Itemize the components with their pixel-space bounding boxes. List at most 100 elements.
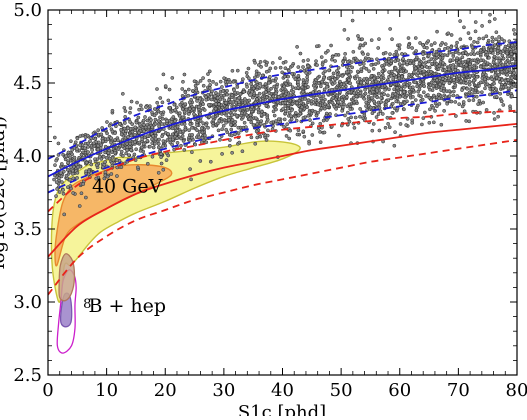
scatter-point <box>288 82 293 87</box>
scatter-point <box>331 71 336 76</box>
scatter-point <box>113 150 117 155</box>
scatter-point <box>57 190 62 194</box>
scatter-point <box>448 58 453 63</box>
scatter-point <box>180 87 185 91</box>
scatter-point <box>296 85 301 90</box>
scatter-point <box>273 66 278 70</box>
scatter-point <box>322 75 326 80</box>
scatter-point <box>258 134 263 139</box>
scatter-point <box>282 117 287 122</box>
scatter-point <box>422 72 426 77</box>
scatter-point <box>173 119 177 123</box>
scatter-point <box>447 94 452 98</box>
scatter-point <box>410 85 415 90</box>
scatter-point <box>333 77 337 82</box>
scatter-point <box>340 74 345 78</box>
scatter-point <box>59 174 64 179</box>
scatter-point <box>143 125 148 130</box>
scatter-point <box>471 98 476 103</box>
scatter-point <box>421 56 426 61</box>
scatter-point <box>518 68 521 71</box>
scatter-point <box>387 87 391 92</box>
scatter-point <box>418 41 422 45</box>
scatter-point <box>209 97 214 102</box>
scatter-point <box>306 64 311 69</box>
scatter-point <box>167 87 172 92</box>
scatter-point <box>244 70 249 75</box>
scatter-point <box>437 64 442 68</box>
scatter-point <box>283 104 288 108</box>
scatter-point <box>71 176 76 181</box>
scatter-point <box>75 171 80 175</box>
scatter-point <box>393 66 398 70</box>
scatter-point <box>468 74 473 78</box>
scatter-point <box>298 51 303 56</box>
scatter-point <box>477 98 482 103</box>
scatter-point <box>68 177 72 182</box>
scatter-point <box>373 62 378 67</box>
scatter-point <box>120 91 125 96</box>
scatter-point <box>484 50 488 54</box>
scatter-point <box>320 62 325 67</box>
scatter-point <box>511 46 516 51</box>
annotation-label: B + hep <box>88 295 166 317</box>
scatter-point <box>123 109 128 113</box>
scatter-point <box>225 92 229 97</box>
scatter-point <box>362 77 367 81</box>
scatter-point <box>468 36 473 41</box>
scatter-point <box>396 58 401 63</box>
scatter-point <box>451 93 456 98</box>
scatter-point <box>251 123 256 127</box>
scatter-point <box>505 54 510 59</box>
scatter-point <box>274 76 278 81</box>
scatter-point <box>374 115 379 119</box>
scatter-point <box>153 122 158 126</box>
scatter-point <box>70 171 75 176</box>
scatter-point <box>278 65 283 70</box>
scatter-point <box>184 107 189 112</box>
scatter-point <box>508 104 512 109</box>
scatter-point <box>263 90 268 95</box>
scatter-point <box>385 115 390 120</box>
scatter-point <box>97 154 102 159</box>
scatter-point <box>282 84 287 89</box>
scatter-point <box>290 71 294 76</box>
scatter-point <box>490 77 494 82</box>
scatter-point <box>426 59 431 64</box>
scatter-point <box>467 90 472 95</box>
scatter-point <box>350 65 355 70</box>
scatter-point <box>443 95 448 99</box>
scatter-point <box>189 177 193 182</box>
scatter-point <box>442 108 446 113</box>
scatter-point <box>349 115 353 120</box>
scatter-point <box>237 140 242 145</box>
y-tick-label: 4.5 <box>13 73 42 94</box>
scatter-point <box>129 133 134 138</box>
scatter-point <box>301 89 305 94</box>
scatter-point <box>153 131 158 135</box>
scatter-point <box>503 84 508 89</box>
scatter-point <box>449 45 453 50</box>
scatter-point <box>413 36 418 40</box>
scatter-point <box>107 156 112 161</box>
scatter-point <box>493 47 497 52</box>
scatter-point <box>201 76 205 80</box>
scatter-point <box>116 147 121 152</box>
scatter-point <box>87 169 91 174</box>
scatter-point <box>276 95 281 99</box>
scatter-point <box>405 62 409 67</box>
scatter-point <box>372 99 377 104</box>
scatter-point <box>472 39 476 44</box>
scatter-point <box>421 116 426 121</box>
nr-band-mean-line <box>48 122 517 258</box>
scatter-point <box>134 147 138 152</box>
scatter-point <box>497 35 501 39</box>
scatter-point <box>203 133 207 138</box>
scatter-point <box>182 148 187 152</box>
scatter-point <box>239 111 244 116</box>
scatter-point <box>177 111 182 116</box>
scatter-point <box>57 176 61 181</box>
scatter-point <box>319 55 324 59</box>
scatter-point <box>501 103 506 107</box>
